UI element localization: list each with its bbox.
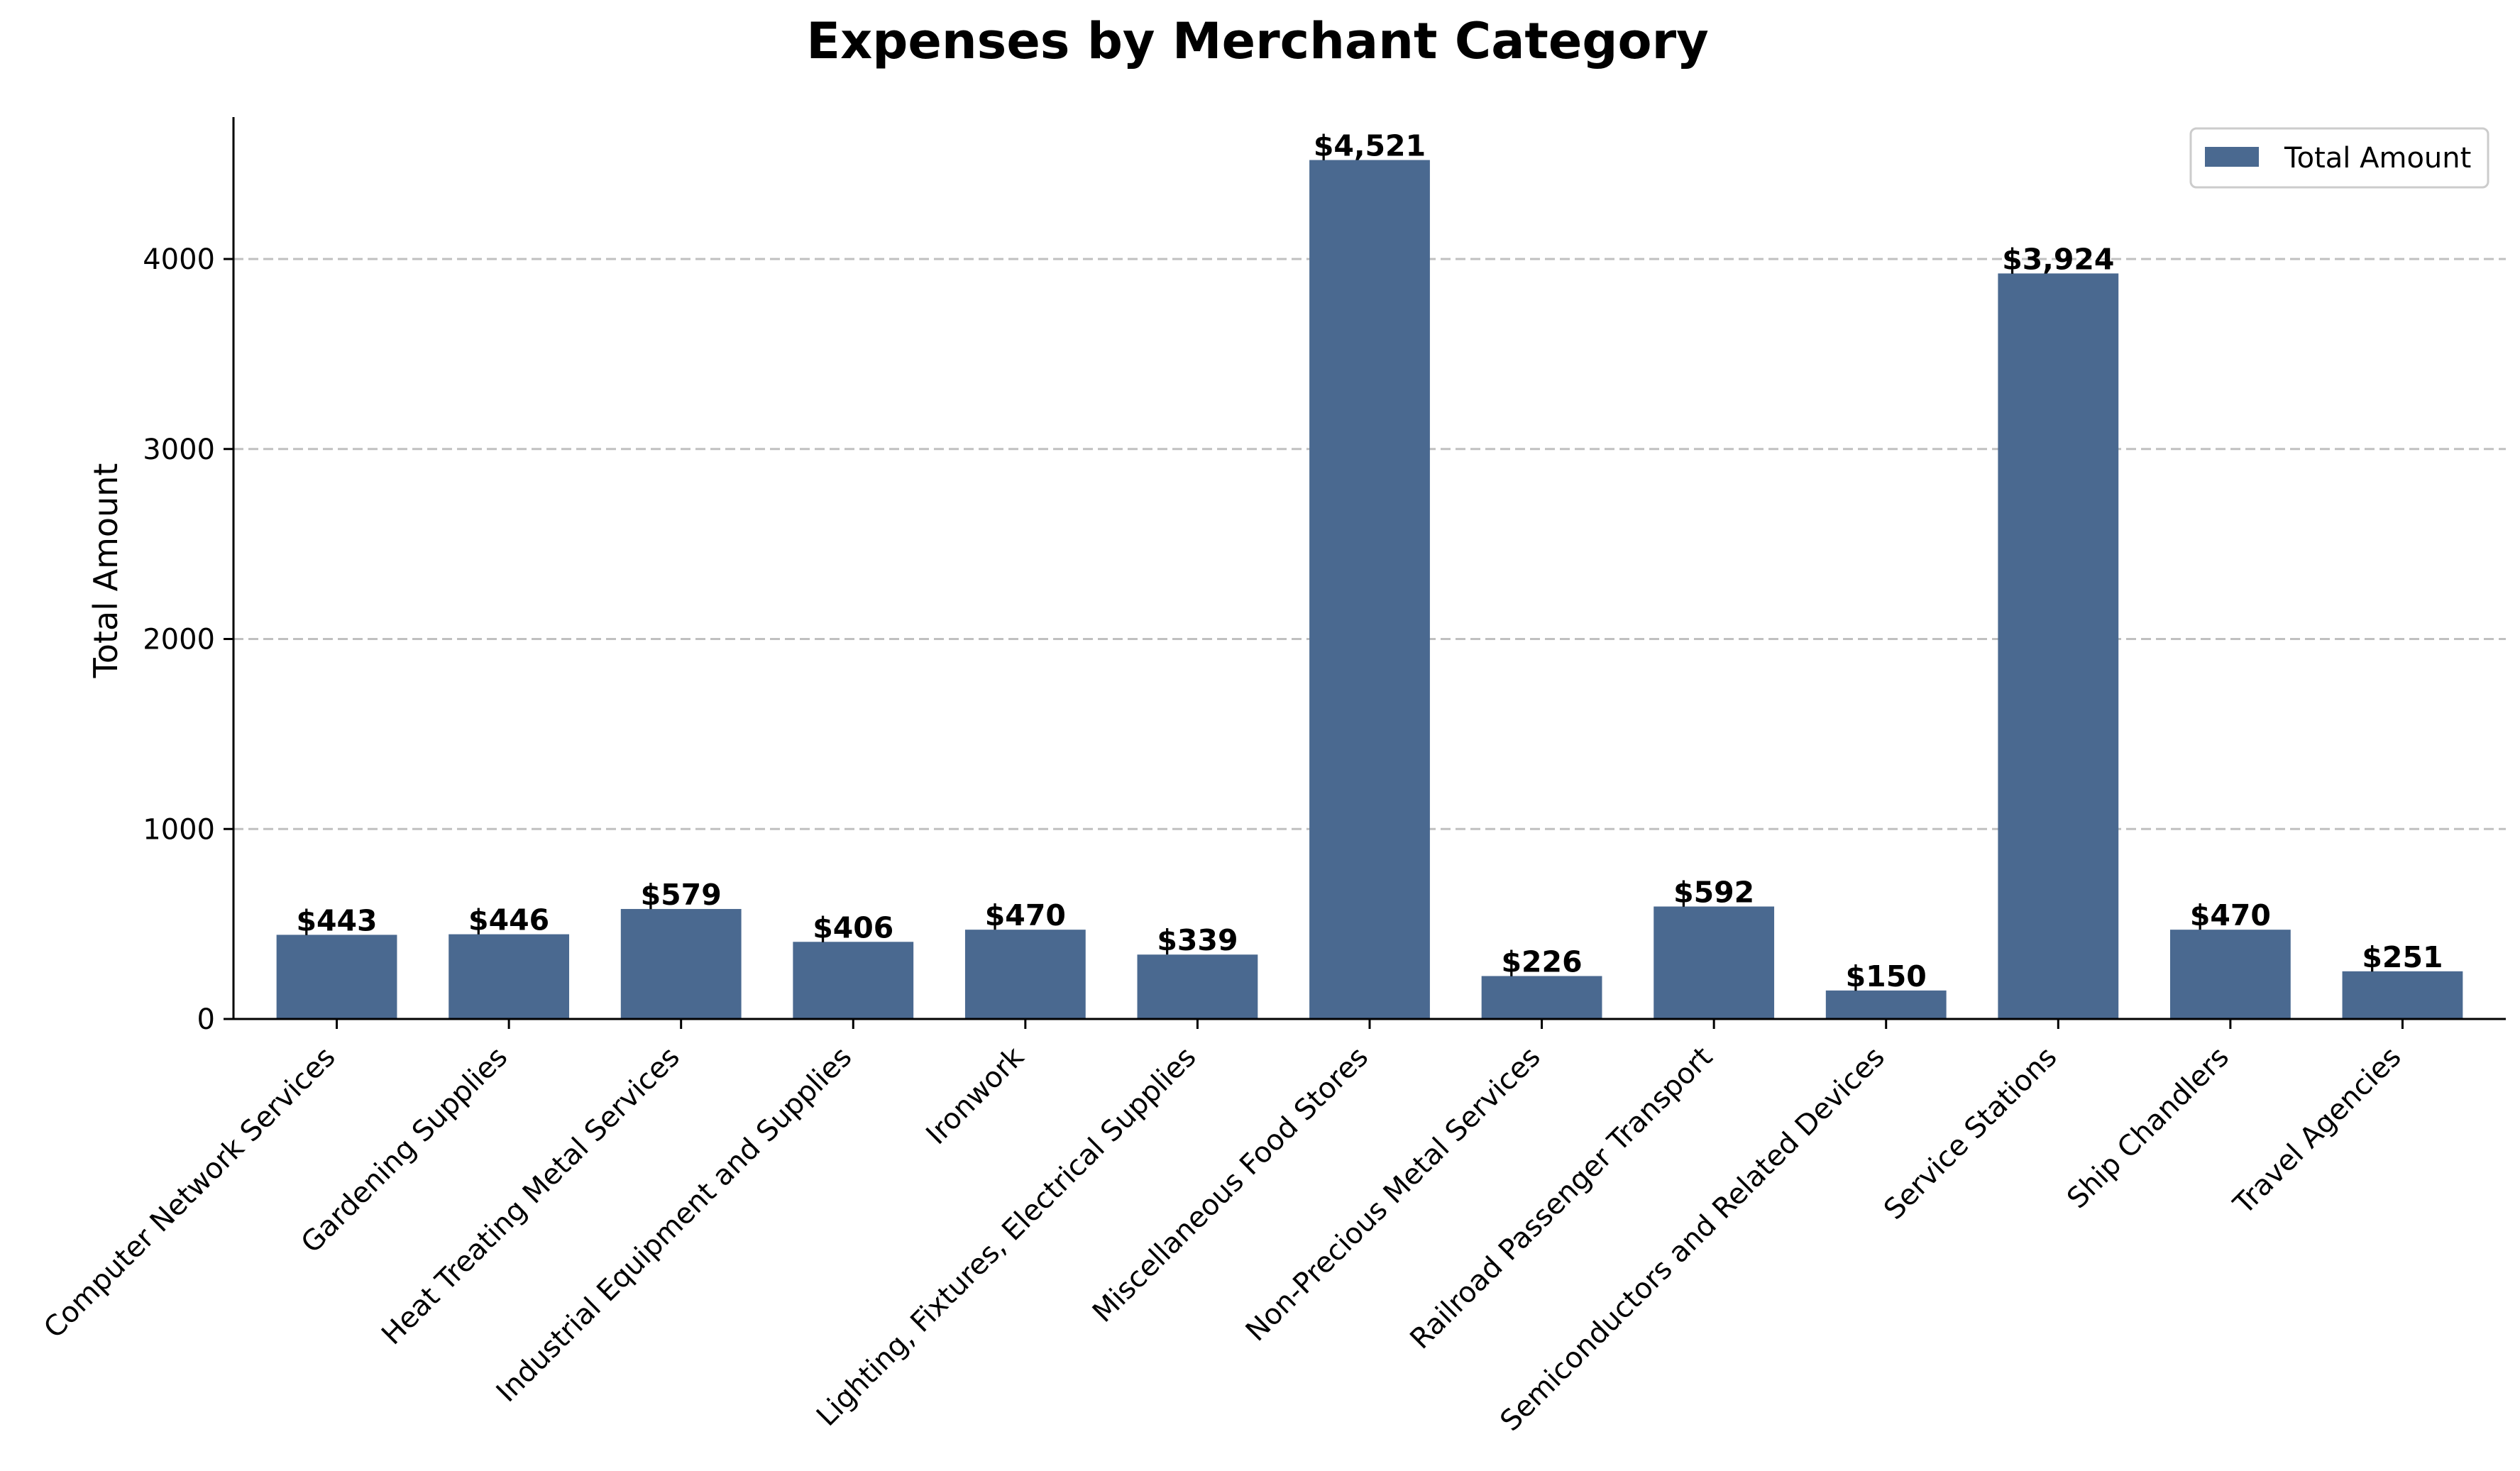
- legend-label: Total Amount: [2284, 142, 2471, 175]
- bar: [2342, 971, 2463, 1019]
- bar-value-label: $251: [2362, 940, 2443, 974]
- y-tick-label: 0: [197, 1003, 215, 1036]
- bar-value-label: $3,924: [2002, 242, 2114, 276]
- bar: [620, 908, 742, 1019]
- bar: [793, 942, 914, 1019]
- bar: [1309, 160, 1430, 1019]
- legend-box: [2189, 127, 2489, 189]
- bar: [1654, 906, 1775, 1019]
- bar-value-label: $150: [1846, 959, 1927, 993]
- bar: [964, 930, 1086, 1019]
- bar-value-label: $579: [641, 878, 722, 912]
- y-tick-label: 4000: [143, 243, 215, 276]
- bar: [1481, 976, 1602, 1019]
- legend: Total Amount: [2189, 127, 2489, 189]
- y-tick-label: 1000: [143, 813, 215, 846]
- data-labels: $443 $446 $579 $406 $470 $339 $4,521 $226 $592 $1…: [296, 129, 2443, 993]
- bar: [276, 935, 397, 1019]
- bar-value-label: $4,521: [1314, 129, 1426, 163]
- bar-value-label: $339: [1157, 923, 1238, 957]
- bar: [449, 934, 570, 1019]
- bars: [276, 160, 2463, 1019]
- bar-value-label: $226: [1502, 944, 1583, 979]
- chart-title: Expenses by Merchant Category: [806, 12, 1708, 70]
- bar-value-label: $470: [2190, 898, 2271, 932]
- bar-value-label: $470: [985, 898, 1066, 932]
- bar-value-label: $406: [813, 910, 893, 944]
- bar: [2169, 930, 2291, 1019]
- bar-value-label: $446: [468, 903, 549, 937]
- bar-value-label: $443: [296, 903, 377, 937]
- bar: [1137, 954, 1258, 1019]
- bar: [1825, 990, 1947, 1019]
- y-tick-label: 3000: [143, 434, 215, 466]
- legend-swatch: [2205, 147, 2259, 167]
- bar: [1998, 273, 2119, 1019]
- bar-value-label: $592: [1673, 875, 1754, 909]
- y-axis-label: Total Amount: [87, 463, 125, 679]
- y-tick-label: 2000: [143, 624, 215, 656]
